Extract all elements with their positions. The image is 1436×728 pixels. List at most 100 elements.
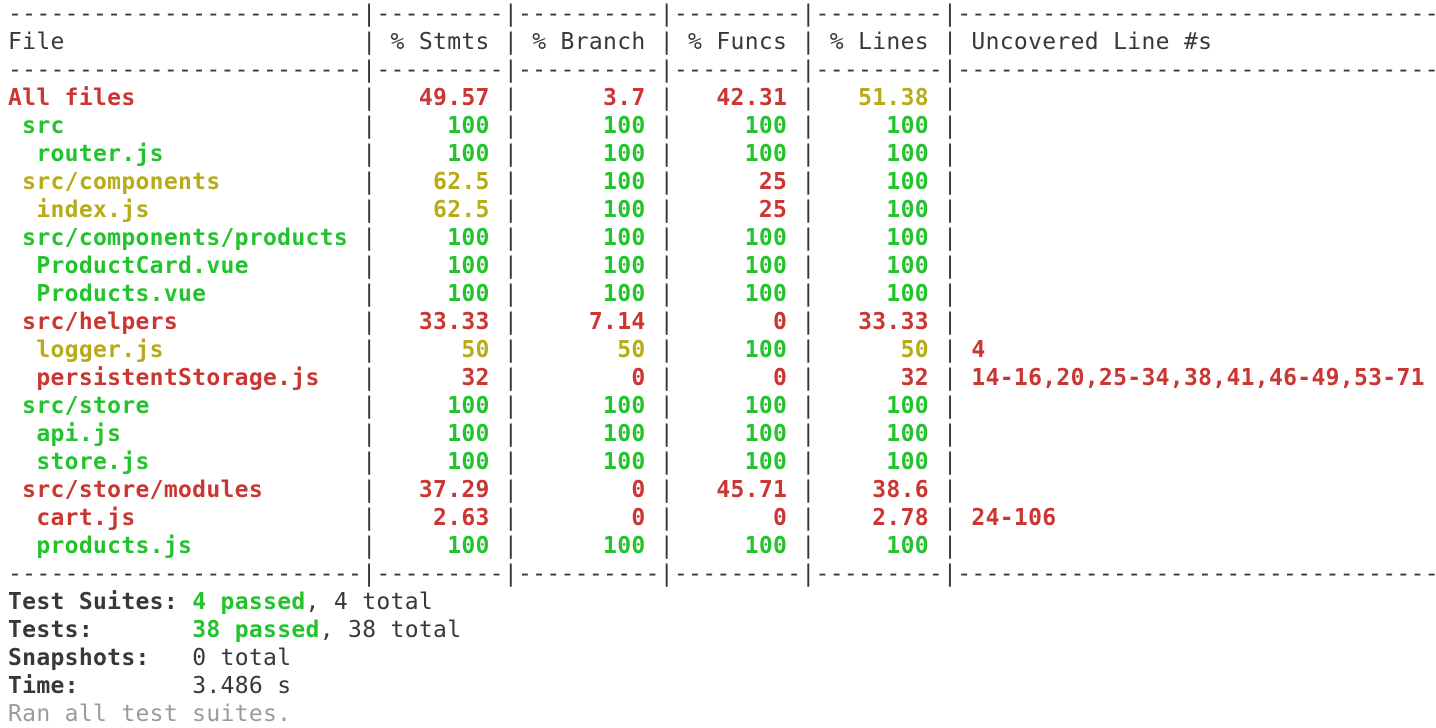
- column-separator: |: [503, 141, 519, 167]
- column-separator: |: [659, 337, 674, 363]
- column-separator: |: [503, 281, 519, 307]
- uncovered-lines: [957, 85, 971, 111]
- file-name: persistentStorage.js: [8, 365, 363, 391]
- column-separator: |: [801, 141, 816, 167]
- summary-value: 0 total: [192, 645, 292, 671]
- stmts-value: 37.29: [376, 477, 504, 503]
- stmts-value: 100: [376, 393, 504, 419]
- funcs-value: 100: [673, 533, 802, 559]
- stmts-value: 100: [376, 141, 504, 167]
- file-name: src: [8, 113, 363, 139]
- uncovered-lines: [957, 421, 971, 447]
- lines-value: 100: [815, 533, 944, 559]
- funcs-value: 25: [673, 197, 802, 223]
- column-separator: |: [801, 197, 816, 223]
- coverage-row: src/store/modules | 37.29 | 0 | 45.71 | …: [8, 476, 1436, 504]
- funcs-value: 0: [673, 505, 802, 531]
- column-separator: |: [801, 337, 816, 363]
- column-separator: |: [503, 169, 519, 195]
- border-line: -------------------------|---------|----…: [8, 561, 1436, 587]
- uncovered-lines: [957, 113, 971, 139]
- column-separator: |: [659, 141, 674, 167]
- column-header: % Branch: [518, 29, 660, 55]
- column-separator: |: [943, 253, 958, 279]
- column-separator: |: [801, 365, 816, 391]
- stmts-value: 100: [376, 253, 504, 279]
- coverage-row: logger.js | 50 | 50 | 100 | 50 | 4: [8, 336, 1436, 364]
- column-separator: |: [659, 281, 674, 307]
- column-separator: |: [362, 477, 377, 503]
- column-header: % Lines: [815, 29, 944, 55]
- column-separator: |: [659, 393, 674, 419]
- funcs-value: 100: [673, 253, 802, 279]
- column-separator: |: [362, 505, 377, 531]
- column-separator: |: [801, 113, 816, 139]
- column-separator: |: [503, 393, 519, 419]
- funcs-value: 100: [673, 225, 802, 251]
- column-header-file: File: [8, 29, 363, 55]
- stmts-value: 49.57: [376, 85, 504, 111]
- lines-value: 100: [815, 169, 944, 195]
- column-separator: |: [801, 533, 816, 559]
- funcs-value: 100: [673, 281, 802, 307]
- column-separator: |: [659, 505, 674, 531]
- coverage-row: Products.vue | 100 | 100 | 100 | 100 |: [8, 280, 1436, 308]
- file-name: logger.js: [8, 337, 363, 363]
- lines-value: 51.38: [815, 85, 944, 111]
- column-separator: |: [659, 225, 674, 251]
- column-separator: |: [659, 365, 674, 391]
- column-separator: |: [943, 29, 958, 55]
- column-separator: |: [503, 309, 519, 335]
- column-separator: |: [801, 309, 816, 335]
- branch-value: 100: [518, 141, 660, 167]
- file-name: src/helpers: [8, 309, 363, 335]
- lines-value: 50: [815, 337, 944, 363]
- column-separator: |: [362, 141, 377, 167]
- branch-value: 100: [518, 113, 660, 139]
- border-line: -------------------------|---------|----…: [8, 1, 1436, 27]
- summary-value: , 38 total: [319, 617, 462, 643]
- uncovered-lines: [957, 393, 971, 419]
- stmts-value: 33.33: [376, 309, 504, 335]
- stmts-value: 100: [376, 281, 504, 307]
- file-name: ProductCard.vue: [8, 253, 363, 279]
- branch-value: 0: [518, 505, 660, 531]
- uncovered-lines: [957, 449, 971, 475]
- funcs-value: 100: [673, 449, 802, 475]
- stmts-value: 100: [376, 449, 504, 475]
- summary-line: Snapshots: 0 total: [8, 644, 1436, 672]
- coverage-row: router.js | 100 | 100 | 100 | 100 |: [8, 140, 1436, 168]
- file-name: store.js: [8, 449, 363, 475]
- lines-value: 100: [815, 113, 944, 139]
- summary-label: Test Suites:: [8, 589, 193, 615]
- uncovered-lines: 24-106: [957, 505, 1057, 531]
- column-separator: |: [362, 169, 377, 195]
- stmts-value: 100: [376, 421, 504, 447]
- stmts-value: 100: [376, 225, 504, 251]
- coverage-row: src/components/products | 100 | 100 | 10…: [8, 224, 1436, 252]
- lines-value: 100: [815, 225, 944, 251]
- summary-line: Tests: 38 passed, 38 total: [8, 616, 1436, 644]
- lines-value: 2.78: [815, 505, 944, 531]
- file-name: router.js: [8, 141, 363, 167]
- file-name: src/components/products: [8, 225, 363, 251]
- column-separator: |: [943, 477, 958, 503]
- lines-value: 32: [815, 365, 944, 391]
- column-separator: |: [943, 169, 958, 195]
- column-separator: |: [503, 337, 519, 363]
- branch-value: 0: [518, 365, 660, 391]
- coverage-row: products.js | 100 | 100 | 100 | 100 |: [8, 532, 1436, 560]
- summary-line: Test Suites: 4 passed, 4 total: [8, 588, 1436, 616]
- lines-value: 33.33: [815, 309, 944, 335]
- table-border-header: -------------------------|---------|----…: [8, 56, 1436, 84]
- coverage-row: persistentStorage.js | 32 | 0 | 0 | 32 |…: [8, 364, 1436, 392]
- column-separator: |: [943, 421, 958, 447]
- lines-value: 100: [815, 141, 944, 167]
- column-separator: |: [943, 393, 958, 419]
- column-separator: |: [943, 281, 958, 307]
- column-separator: |: [659, 309, 674, 335]
- funcs-value: 42.31: [673, 85, 802, 111]
- column-separator: |: [503, 505, 519, 531]
- file-name: index.js: [8, 197, 363, 223]
